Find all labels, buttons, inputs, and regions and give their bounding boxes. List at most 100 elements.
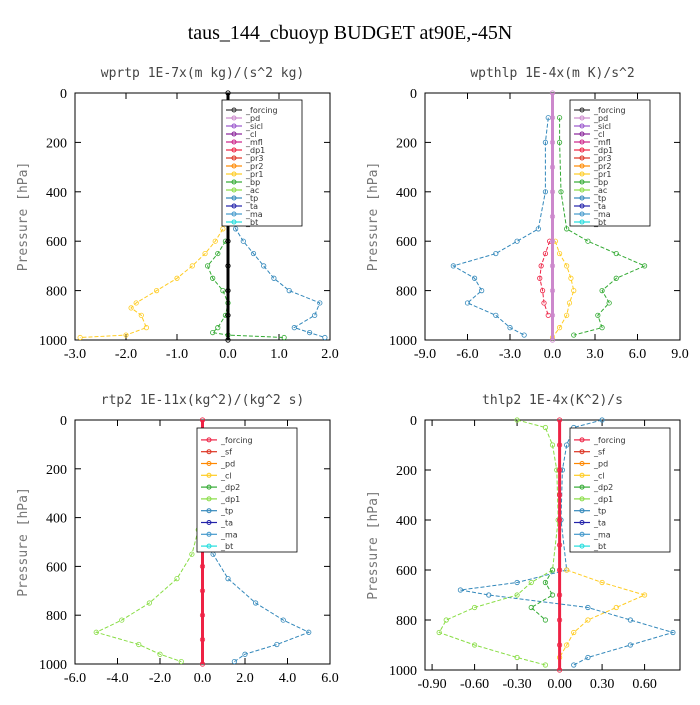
legend-entry: _pr1	[245, 170, 263, 179]
data-point	[157, 651, 163, 657]
y-tick-label: 400	[46, 186, 67, 201]
legend-marker	[231, 115, 237, 121]
legend-marker	[206, 543, 212, 549]
legend-marker	[231, 171, 237, 177]
legend-marker	[579, 139, 585, 145]
data-point	[136, 641, 142, 648]
y-axis-label: Pressure [hPa]	[366, 162, 381, 272]
y-tick-label: 600	[46, 560, 67, 575]
legend-marker	[579, 195, 585, 201]
x-tick-label: -9.0	[414, 347, 436, 362]
data-point	[233, 226, 239, 232]
y-tick-label: 200	[46, 136, 67, 151]
data-point	[542, 579, 549, 586]
series-line-tp	[206, 529, 311, 663]
data-point	[291, 325, 297, 331]
legend-marker	[579, 171, 585, 177]
legend-marker	[231, 179, 237, 185]
data-point	[556, 250, 563, 257]
data-point	[123, 332, 129, 338]
data-point	[199, 588, 206, 594]
data-point	[306, 329, 313, 336]
legend-marker	[231, 107, 237, 113]
data-point	[556, 325, 563, 331]
legend-entry: _cl	[245, 130, 257, 139]
panel-title: rtp2 1E-11x(kg^2)/(kg^2 s)	[101, 393, 305, 408]
legend-marker	[579, 520, 585, 525]
legend-entry: _bp	[245, 178, 260, 187]
legend-marker	[206, 508, 212, 514]
data-point	[542, 424, 549, 431]
legend-entry: _pd	[593, 460, 608, 469]
x-tick-label: -6.0	[64, 671, 86, 686]
data-point	[627, 617, 634, 623]
data-point	[225, 337, 231, 343]
legend-entry: _ac	[593, 186, 607, 195]
data-point	[119, 617, 125, 623]
series-line-dp2	[530, 569, 554, 621]
x-tick-label: 2.0	[236, 671, 254, 686]
data-point	[556, 592, 563, 598]
data-point	[210, 275, 216, 281]
data-point	[556, 467, 563, 473]
legend-marker	[231, 147, 237, 153]
data-point	[564, 442, 570, 448]
data-point	[549, 213, 556, 220]
legend-entry: _forcing	[220, 436, 253, 445]
legend-entry: _ma	[593, 210, 611, 219]
legend-entry: _dp2	[593, 483, 613, 492]
data-point	[93, 629, 99, 635]
data-point	[231, 658, 237, 665]
data-point	[613, 275, 619, 281]
legend-entry: _cl	[220, 471, 232, 480]
data-point	[189, 263, 195, 269]
data-point	[549, 287, 556, 294]
data-point	[225, 263, 231, 269]
data-point	[242, 651, 248, 657]
y-tick-label: 400	[396, 514, 417, 529]
series-line-dp1	[438, 419, 559, 666]
data-point	[205, 263, 211, 269]
data-point	[556, 417, 563, 423]
data-point	[542, 139, 549, 145]
legend-marker	[579, 484, 585, 490]
x-tick-label: 9.0	[671, 347, 689, 362]
panel-1: wprtp 1E-7x(m kg)/(s^2 kg) Pressure [hPa]…	[16, 66, 339, 362]
legend-marker	[206, 437, 212, 443]
data-point	[556, 642, 563, 648]
data-point	[306, 629, 312, 635]
data-point	[556, 442, 563, 448]
data-point	[549, 189, 556, 195]
legend-entry: _mfl	[245, 138, 263, 147]
data-point	[613, 604, 619, 611]
data-point	[613, 250, 619, 257]
y-axis-label: Pressure [hPa]	[16, 162, 31, 272]
data-point	[514, 592, 520, 598]
legend-marker	[231, 155, 237, 161]
legend-entry: _dp1	[245, 146, 265, 155]
data-point	[128, 305, 134, 311]
data-point	[599, 325, 605, 331]
legend-entry: _pr2	[245, 162, 263, 171]
x-tick-label: 0.0	[544, 347, 562, 362]
data-point	[178, 658, 184, 665]
series-line-tp	[460, 419, 675, 666]
data-point	[542, 617, 549, 623]
x-tick-label: 6.0	[321, 671, 339, 686]
x-tick-label: -1.0	[166, 347, 188, 362]
data-point	[670, 629, 676, 636]
series-line-pr1	[80, 228, 224, 338]
legend-entry: _sicl	[245, 122, 263, 131]
legend-marker	[231, 123, 237, 129]
y-tick-label: 800	[46, 609, 67, 624]
data-point	[493, 312, 499, 318]
legend-entry: _dp1	[593, 146, 613, 155]
series-line-dp1	[94, 529, 199, 663]
legend-entry: _dp1	[220, 495, 240, 504]
panel-title: thlp2 1E-4x(K^2)/s	[482, 393, 623, 408]
data-point	[641, 263, 648, 269]
data-point	[535, 226, 541, 232]
data-point	[549, 164, 556, 170]
data-point	[443, 617, 449, 623]
